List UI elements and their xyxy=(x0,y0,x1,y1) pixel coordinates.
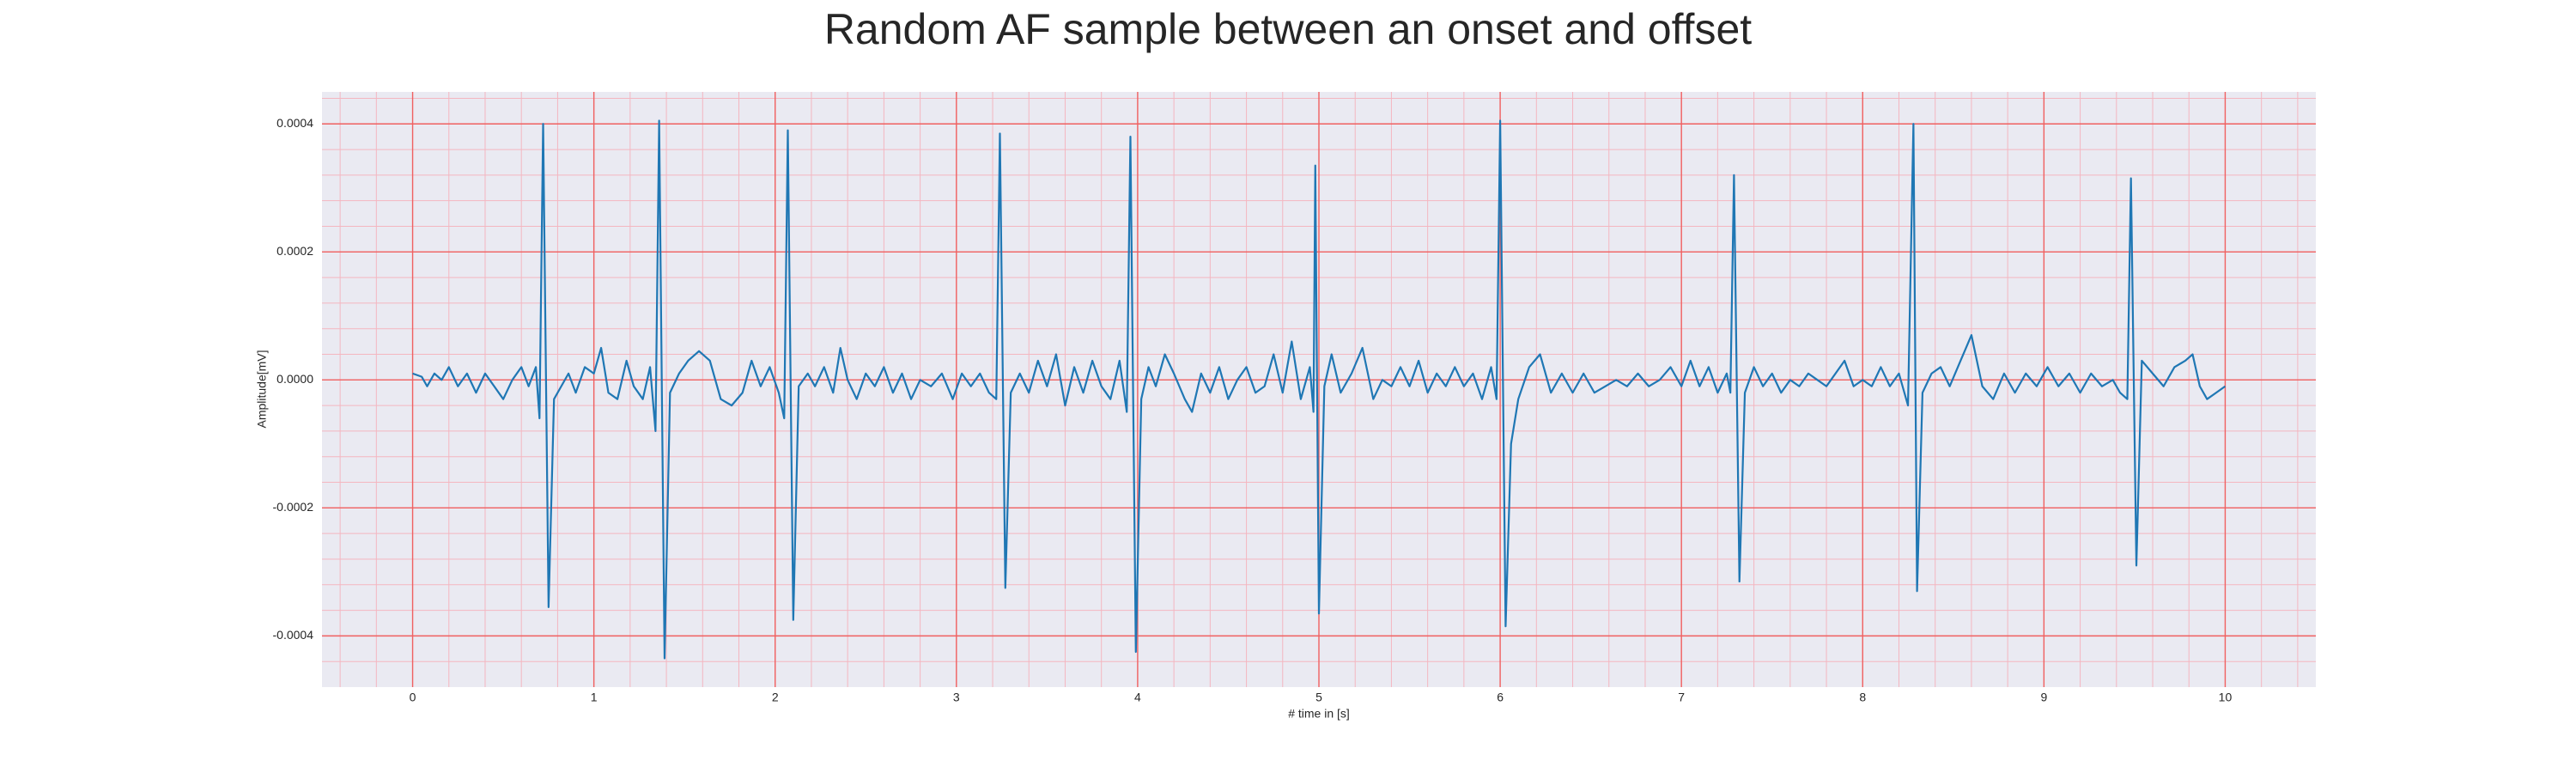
x-tick-label: 9 xyxy=(2040,691,2047,704)
y-tick-label: 0.0004 xyxy=(276,116,313,130)
x-tick-label: 0 xyxy=(410,691,416,704)
signal-line xyxy=(412,119,2227,660)
x-tick-label: 6 xyxy=(1497,691,1504,704)
x-tick-label: 1 xyxy=(591,691,598,704)
grid: 0 1 2 3 4 5 6 7 8 9 10 -0.0004 -0.0002 0.0000 0.0002 0.… xyxy=(273,92,2316,704)
x-tick-label: 7 xyxy=(1678,691,1685,704)
x-tick-label: 3 xyxy=(953,691,960,704)
y-tick-label: 0.0002 xyxy=(276,244,313,258)
x-tick-label: 2 xyxy=(772,691,779,704)
x-tick-label: 4 xyxy=(1134,691,1141,704)
y-tick-label: -0.0004 xyxy=(273,628,314,642)
x-tick-label: 5 xyxy=(1315,691,1322,704)
x-tick-label: 10 xyxy=(2219,691,2233,704)
chart-title: Random AF sample between an onset and of… xyxy=(824,5,1752,53)
x-axis-label: # time in [s] xyxy=(1288,707,1350,721)
y-axis-label: Amplitude[mV] xyxy=(255,350,269,428)
marks xyxy=(412,119,2227,660)
y-tick-label: 0.0000 xyxy=(276,372,313,386)
x-tick-label: 8 xyxy=(1859,691,1866,704)
y-tick-label: -0.0002 xyxy=(273,500,314,514)
